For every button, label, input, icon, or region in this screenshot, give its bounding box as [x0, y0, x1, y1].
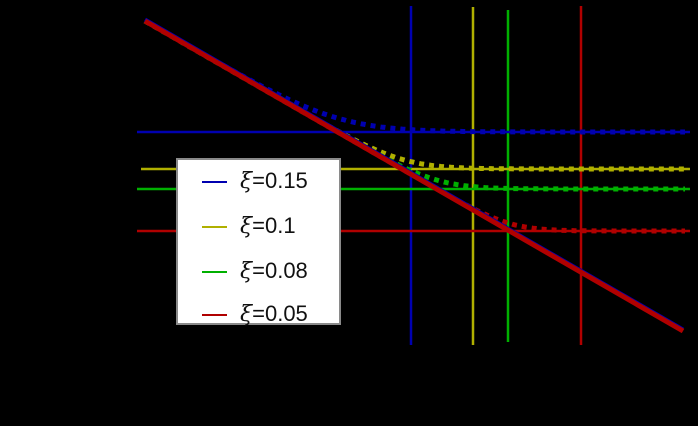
legend-item-xi-0.15: ξ=0.15	[178, 166, 339, 196]
dotted-curve-0	[143, 18, 685, 135]
diagonal-line	[143, 18, 685, 334]
legend-item-xi-0.05: ξ=0.05	[178, 299, 339, 329]
legend-swatch-green	[202, 271, 227, 273]
diagonal-asymptote-line	[143, 17, 685, 334]
legend-label: ξ=0.08	[240, 258, 308, 284]
legend-item-xi-0.08: ξ=0.08	[178, 256, 339, 286]
dotted-curve-1	[143, 18, 685, 172]
corner-frequency-lines	[409, 6, 583, 345]
legend-label: ξ=0.05	[240, 301, 308, 327]
legend-swatch-yellow	[202, 226, 227, 228]
legend-label: ξ=0.1	[240, 213, 296, 239]
chart-legend: ξ=0.15 ξ=0.1 ξ=0.08 ξ=0.05	[176, 158, 341, 327]
legend-label: ξ=0.15	[240, 168, 308, 194]
legend-swatch-red	[202, 314, 227, 316]
legend-item-xi-0.1: ξ=0.1	[178, 211, 339, 241]
legend-swatch-blue	[202, 181, 227, 183]
